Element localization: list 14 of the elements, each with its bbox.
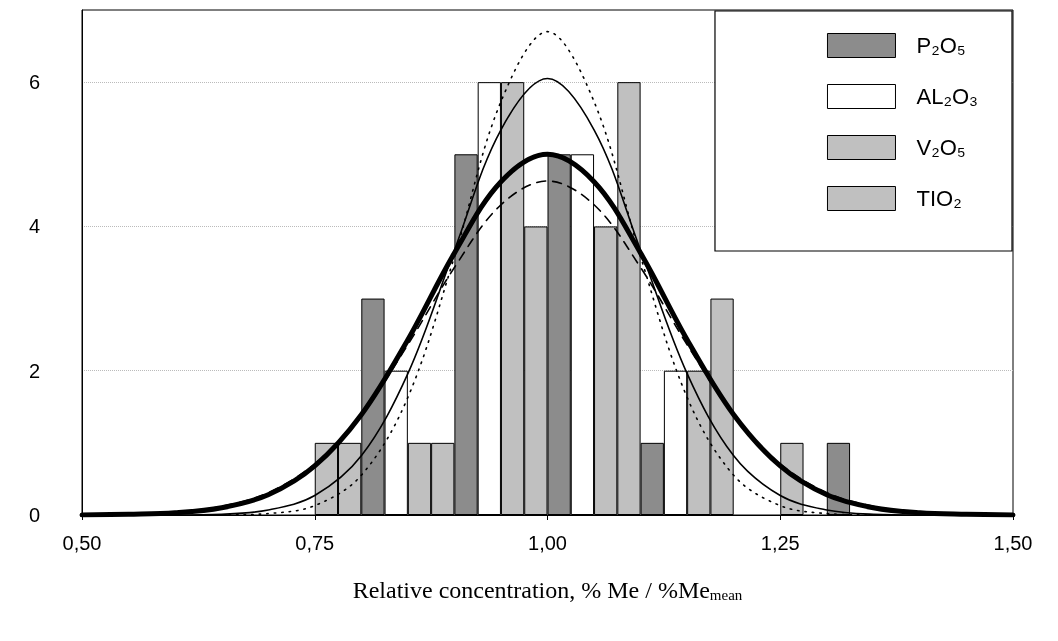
x-tick-label: 1,25 — [760, 532, 800, 554]
x-tick-label: 0,75 — [295, 532, 335, 554]
legend-label: TIO₂ — [916, 186, 962, 211]
x-tick-label: 0,50 — [62, 532, 102, 554]
legend-label: AL₂O₃ — [916, 84, 979, 109]
y-tick-label: 0 — [28, 504, 40, 526]
legend-label: V₂O₅ — [916, 135, 966, 160]
x-tick-label: 1,00 — [528, 532, 567, 554]
y-tick-label: 2 — [28, 359, 40, 382]
x-tick-label: 1,50 — [993, 532, 1033, 554]
y-tick-label: 4 — [28, 215, 40, 238]
y-tick-label: 6 — [28, 71, 40, 94]
x-axis-title: Relative concentration, % Me / %Memean — [352, 576, 743, 603]
legend-label: P₂O₅ — [916, 33, 966, 58]
